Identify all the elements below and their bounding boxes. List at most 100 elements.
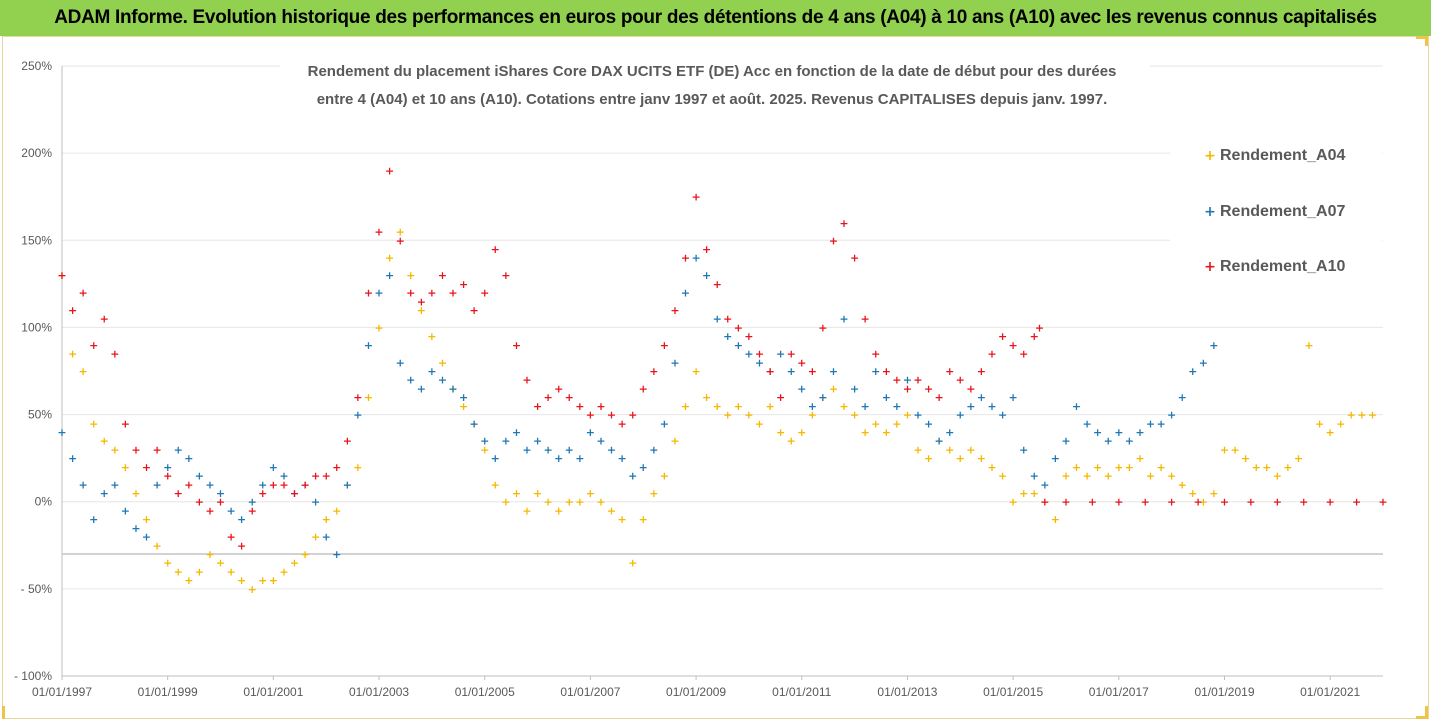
data-point-a10: + bbox=[776, 391, 785, 404]
data-point-a07: + bbox=[100, 487, 109, 500]
data-point-a10: + bbox=[216, 496, 225, 509]
data-point-a07: + bbox=[153, 478, 162, 491]
data-point-a10: + bbox=[470, 304, 479, 317]
data-point-a10: + bbox=[131, 443, 140, 456]
legend-marker-a10: + bbox=[1204, 259, 1216, 275]
data-point-a07: + bbox=[649, 443, 658, 456]
data-point-a07: + bbox=[248, 496, 257, 509]
data-point-a07: + bbox=[755, 356, 764, 369]
data-point-a10: + bbox=[57, 269, 66, 282]
data-point-a10: + bbox=[1035, 321, 1044, 334]
data-point-a04: + bbox=[226, 565, 235, 578]
data-point-a07: + bbox=[977, 391, 986, 404]
data-point-a07: + bbox=[554, 452, 563, 465]
data-point-a10: + bbox=[1378, 496, 1387, 509]
data-point-a10: + bbox=[660, 339, 669, 352]
data-point-a07: + bbox=[364, 339, 373, 352]
data-point-a04: + bbox=[68, 348, 77, 361]
data-point-a04: + bbox=[300, 548, 309, 561]
legend-marker-a07: + bbox=[1204, 204, 1216, 220]
data-point-a07: + bbox=[1040, 478, 1049, 491]
data-point-a07: + bbox=[438, 374, 447, 387]
legend-label-a10: Rendement_A10 bbox=[1220, 258, 1345, 275]
data-point-a04: + bbox=[216, 557, 225, 570]
data-point-a07: + bbox=[998, 409, 1007, 422]
data-point-a10: + bbox=[903, 382, 912, 395]
data-point-a07: + bbox=[892, 400, 901, 413]
data-point-a07: + bbox=[522, 443, 531, 456]
data-point-a04: + bbox=[1209, 487, 1218, 500]
x-tick-label: 01/01/2011 bbox=[772, 685, 831, 699]
data-point-a10: + bbox=[966, 382, 975, 395]
data-point-a10: + bbox=[935, 391, 944, 404]
data-point-a07: + bbox=[1167, 409, 1176, 422]
data-point-a10: + bbox=[871, 348, 880, 361]
x-tick-label: 01/01/1999 bbox=[138, 685, 198, 699]
data-point-a10: + bbox=[448, 287, 457, 300]
data-point-a07: + bbox=[1061, 435, 1070, 448]
data-point-a10: + bbox=[480, 287, 489, 300]
data-point-a07: + bbox=[818, 391, 827, 404]
data-point-a04: + bbox=[480, 443, 489, 456]
data-point-a04: + bbox=[1368, 409, 1377, 422]
data-point-a10: + bbox=[491, 243, 500, 256]
frame-corner-bottom-left bbox=[2, 706, 5, 719]
data-point-a10: + bbox=[300, 478, 309, 491]
data-point-a04: + bbox=[1304, 339, 1313, 352]
y-tick-label: - 100% bbox=[14, 669, 52, 683]
data-point-a10: + bbox=[1352, 496, 1361, 509]
x-tick-label: 01/01/2013 bbox=[877, 685, 937, 699]
data-point-a07: + bbox=[1188, 365, 1197, 378]
data-point-a04: + bbox=[57, 269, 66, 282]
legend-label-a07: Rendement_A07 bbox=[1220, 203, 1345, 220]
data-point-a04: + bbox=[787, 435, 796, 448]
x-tick-label: 01/01/2009 bbox=[666, 685, 726, 699]
data-point-a07: + bbox=[300, 478, 309, 491]
data-point-a07: + bbox=[1156, 417, 1165, 430]
data-point-a10: + bbox=[913, 374, 922, 387]
data-point-a04: + bbox=[776, 426, 785, 439]
data-point-a04: + bbox=[850, 409, 859, 422]
data-point-a04: + bbox=[544, 496, 553, 509]
x-tick-label: 01/01/2017 bbox=[1089, 685, 1149, 699]
data-point-a07: + bbox=[269, 461, 278, 474]
data-point-a10: + bbox=[1114, 496, 1123, 509]
data-point-a04: + bbox=[617, 513, 626, 526]
data-point-a10: + bbox=[565, 391, 574, 404]
data-point-a04: + bbox=[755, 417, 764, 430]
data-point-a04: + bbox=[406, 269, 415, 282]
data-point-a07: + bbox=[237, 513, 246, 526]
legend-label-a04: Rendement_A04 bbox=[1220, 147, 1345, 164]
data-point-a07: + bbox=[448, 382, 457, 395]
data-point-a07: + bbox=[913, 409, 922, 422]
data-point-a07: + bbox=[945, 426, 954, 439]
legend-background bbox=[1170, 130, 1382, 290]
data-point-a07: + bbox=[216, 487, 225, 500]
data-point-a04: + bbox=[533, 487, 542, 500]
data-point-a04: + bbox=[1051, 513, 1060, 526]
data-point-a04: + bbox=[470, 417, 479, 430]
data-point-a04: + bbox=[279, 565, 288, 578]
data-point-a07: + bbox=[702, 269, 711, 282]
data-point-a10: + bbox=[343, 435, 352, 448]
data-point-a07: + bbox=[1082, 417, 1091, 430]
data-point-a10: + bbox=[1193, 496, 1202, 509]
data-point-a04: + bbox=[1167, 470, 1176, 483]
data-point-a10: + bbox=[1273, 496, 1282, 509]
data-point-a04: + bbox=[734, 400, 743, 413]
data-point-a10: + bbox=[808, 365, 817, 378]
data-point-a04: + bbox=[1146, 470, 1155, 483]
data-point-a04: + bbox=[1294, 452, 1303, 465]
data-point-a10: + bbox=[734, 321, 743, 334]
data-point-a07: + bbox=[353, 409, 362, 422]
data-point-a07: + bbox=[628, 470, 637, 483]
data-point-a10: + bbox=[248, 504, 257, 517]
data-point-a10: + bbox=[237, 539, 246, 552]
data-point-a07: + bbox=[385, 269, 394, 282]
data-point-a07: + bbox=[512, 426, 521, 439]
data-point-a04: + bbox=[1135, 452, 1144, 465]
page-title: ADAM Informe. Evolution historique des p… bbox=[54, 7, 1377, 28]
y-tick-label: 50% bbox=[28, 408, 52, 422]
legend: + Rendement_A04 + Rendement_A07 + Rendem… bbox=[1204, 147, 1345, 275]
